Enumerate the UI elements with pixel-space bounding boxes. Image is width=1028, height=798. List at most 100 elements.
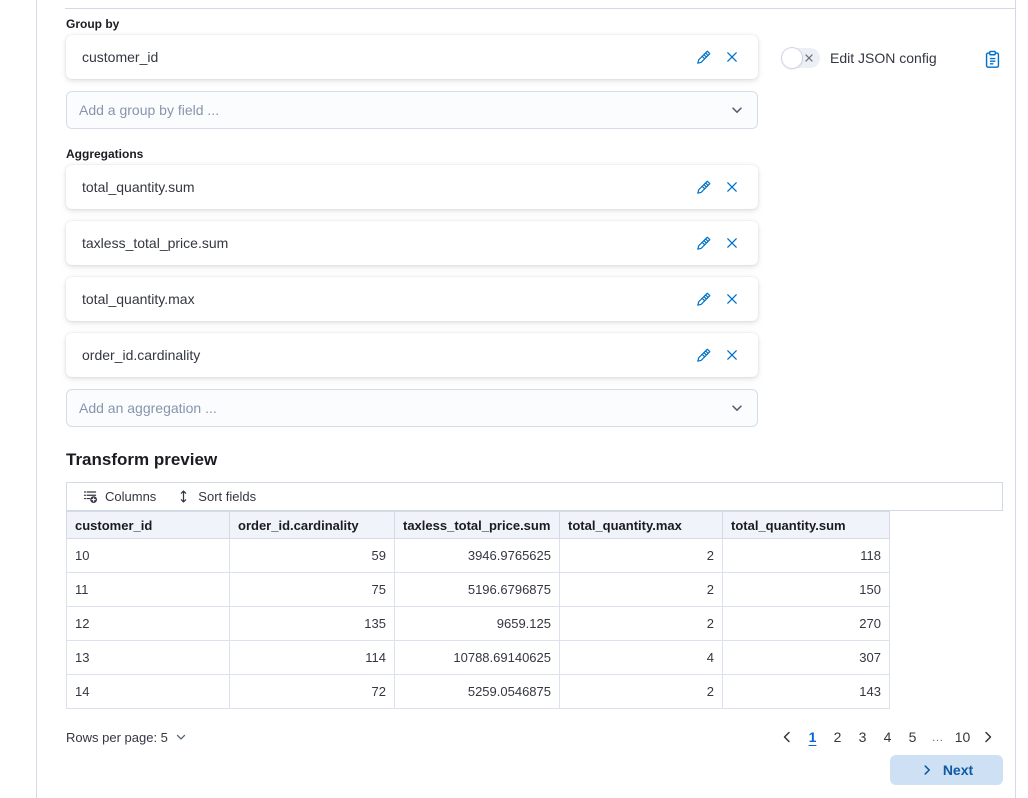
table-cell: 12 bbox=[66, 606, 230, 641]
pencil-icon bbox=[697, 180, 711, 194]
add-group-by-combobox[interactable]: Add a group by field ... bbox=[66, 91, 758, 129]
delete-aggregation-button[interactable] bbox=[720, 343, 744, 367]
table-cell: 4 bbox=[559, 640, 723, 675]
delete-aggregation-button[interactable] bbox=[720, 175, 744, 199]
table-cell: 75 bbox=[229, 572, 395, 607]
edit-aggregation-button[interactable] bbox=[692, 287, 716, 311]
column-header[interactable]: total_quantity.sum bbox=[722, 511, 890, 539]
sort-fields-button[interactable]: Sort fields bbox=[166, 483, 266, 510]
add-group-by-placeholder: Add a group by field ... bbox=[79, 102, 220, 118]
table-cell: 14 bbox=[66, 674, 230, 709]
page-button-10[interactable]: 10 bbox=[950, 725, 975, 749]
table-cell: 2 bbox=[559, 674, 723, 709]
table-cell: 2 bbox=[559, 572, 723, 607]
clipboard-copy-icon bbox=[985, 50, 999, 68]
table-cell: 135 bbox=[229, 606, 395, 641]
column-header[interactable]: taxless_total_price.sum bbox=[394, 511, 560, 539]
aggregation-item-label: total_quantity.sum bbox=[82, 179, 195, 195]
edit-aggregation-button[interactable] bbox=[692, 231, 716, 255]
table-cell: 72 bbox=[229, 674, 395, 709]
table-cell: 13 bbox=[66, 640, 230, 675]
pencil-icon bbox=[697, 236, 711, 250]
add-aggregation-combobox[interactable]: Add an aggregation ... bbox=[66, 389, 758, 427]
toggle-off-x-icon bbox=[805, 54, 813, 62]
page-button-1[interactable]: 1 bbox=[800, 725, 825, 749]
columns-button[interactable]: Columns bbox=[73, 483, 166, 510]
pencil-icon bbox=[697, 50, 711, 64]
cross-icon bbox=[727, 182, 737, 192]
toggle-knob bbox=[782, 48, 802, 68]
edit-json-config-label: Edit JSON config bbox=[830, 50, 937, 66]
aggregation-item-card: order_id.cardinality bbox=[66, 333, 758, 377]
group-by-label: Group by bbox=[66, 17, 120, 31]
table-cell: 59 bbox=[229, 538, 395, 573]
table-cell: 10788.69140625 bbox=[394, 640, 560, 675]
aggregation-item-label: total_quantity.max bbox=[82, 291, 195, 307]
list-add-icon bbox=[83, 489, 98, 504]
table-cell: 118 bbox=[722, 538, 890, 573]
pencil-icon bbox=[697, 292, 711, 306]
cross-icon bbox=[727, 350, 737, 360]
aggregation-item-card: total_quantity.max bbox=[66, 277, 758, 321]
panel-top-border bbox=[65, 8, 1015, 9]
page-button-5[interactable]: 5 bbox=[900, 725, 925, 749]
page-button-4[interactable]: 4 bbox=[875, 725, 900, 749]
copy-config-button[interactable] bbox=[980, 47, 1004, 71]
table-cell: 11 bbox=[66, 572, 230, 607]
transform-preview-section: Transform preview Columns Sort fields bbox=[66, 450, 1003, 749]
delete-aggregation-button[interactable] bbox=[720, 231, 744, 255]
delete-aggregation-button[interactable] bbox=[720, 287, 744, 311]
pagination-ellipsis: … bbox=[925, 725, 950, 749]
previous-page-button[interactable] bbox=[774, 725, 800, 749]
table-cell: 114 bbox=[229, 640, 395, 675]
table-row: 14 72 5259.0546875 2 143 bbox=[66, 674, 890, 709]
chevron-down-icon bbox=[732, 405, 742, 411]
edit-json-config-row: Edit JSON config bbox=[782, 48, 937, 68]
aggregation-item-label: taxless_total_price.sum bbox=[82, 235, 229, 251]
column-header[interactable]: customer_id bbox=[66, 511, 230, 539]
next-step-button[interactable]: Next bbox=[890, 755, 1003, 785]
column-header[interactable]: total_quantity.max bbox=[559, 511, 723, 539]
pagination: 1 2 3 4 5 … 10 bbox=[774, 725, 1001, 749]
sortable-icon bbox=[176, 489, 191, 504]
edit-group-by-button[interactable] bbox=[692, 45, 716, 69]
pencil-icon bbox=[697, 348, 711, 362]
chevron-down-icon bbox=[174, 730, 188, 744]
aggregation-item-card: total_quantity.sum bbox=[66, 165, 758, 209]
aggregation-item-label: order_id.cardinality bbox=[82, 347, 201, 363]
panel-right-border bbox=[1015, 0, 1016, 798]
table-row: 11 75 5196.6796875 2 150 bbox=[66, 572, 890, 607]
group-by-item-card: customer_id bbox=[66, 35, 758, 79]
preview-table: customer_id order_id.cardinality taxless… bbox=[66, 511, 890, 709]
rows-per-page-button[interactable]: Rows per page: 5 bbox=[66, 730, 188, 745]
group-by-item-label: customer_id bbox=[82, 49, 159, 65]
edit-aggregation-button[interactable] bbox=[692, 175, 716, 199]
table-cell: 2 bbox=[559, 606, 723, 641]
edit-aggregation-button[interactable] bbox=[692, 343, 716, 367]
aggregations-label: Aggregations bbox=[66, 147, 144, 161]
chevron-right-icon bbox=[985, 731, 992, 743]
table-row: 13 114 10788.69140625 4 307 bbox=[66, 640, 890, 675]
table-cell: 9659.125 bbox=[394, 606, 560, 641]
next-step-button-label: Next bbox=[942, 762, 974, 778]
step-connector-line bbox=[36, 0, 37, 798]
sort-fields-button-label: Sort fields bbox=[198, 489, 257, 504]
delete-group-by-button[interactable] bbox=[720, 45, 744, 69]
edit-json-config-toggle[interactable] bbox=[782, 48, 820, 68]
column-header[interactable]: order_id.cardinality bbox=[229, 511, 395, 539]
columns-button-label: Columns bbox=[105, 489, 157, 504]
page-button-3[interactable]: 3 bbox=[850, 725, 875, 749]
table-cell: 143 bbox=[722, 674, 890, 709]
page-button-2[interactable]: 2 bbox=[825, 725, 850, 749]
next-page-button[interactable] bbox=[975, 725, 1001, 749]
table-header-row: customer_id order_id.cardinality taxless… bbox=[66, 511, 890, 539]
table-cell: 3946.9765625 bbox=[394, 538, 560, 573]
table-row: 10 59 3946.9765625 2 118 bbox=[66, 538, 890, 573]
table-cell: 5196.6796875 bbox=[394, 572, 560, 607]
cross-icon bbox=[727, 294, 737, 304]
cross-icon bbox=[727, 52, 737, 62]
transform-preview-title: Transform preview bbox=[66, 450, 218, 469]
cross-icon bbox=[727, 238, 737, 248]
table-cell: 150 bbox=[722, 572, 890, 607]
